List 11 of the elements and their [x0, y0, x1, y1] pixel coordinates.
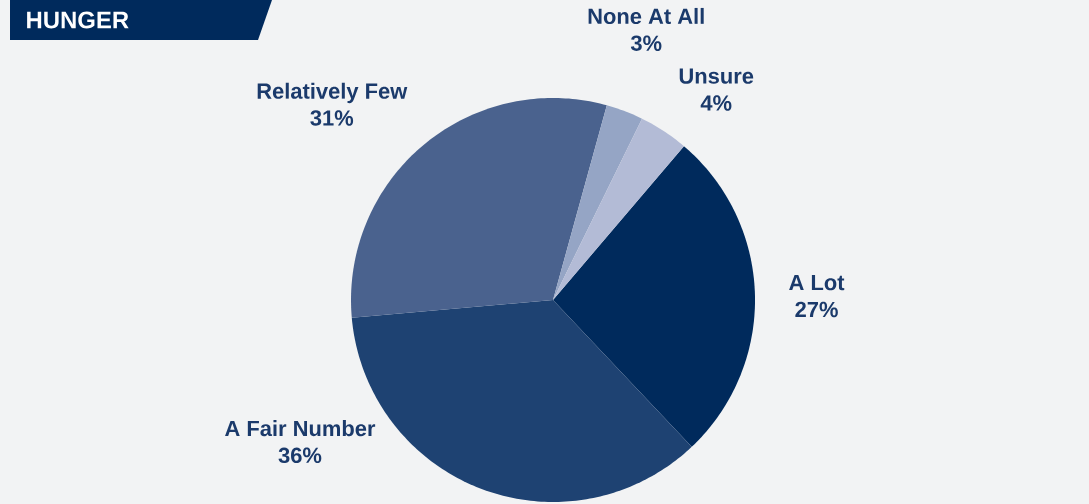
- slice-label: A Lot: [789, 275, 845, 291]
- slice-label: Relatively Few: [257, 82, 408, 104]
- data-label: 4%: [700, 95, 732, 111]
- data-label: 36%: [278, 447, 322, 464]
- data-label: 31%: [310, 110, 354, 126]
- chart-title: HUNGER: [27, 11, 129, 29]
- slice-label: None At All: [588, 7, 704, 25]
- data-label: 27%: [795, 301, 838, 318]
- data-label: 3%: [630, 35, 662, 51]
- slice-label: Unsure: [679, 68, 754, 84]
- slice-label: A Fair Number: [225, 420, 376, 437]
